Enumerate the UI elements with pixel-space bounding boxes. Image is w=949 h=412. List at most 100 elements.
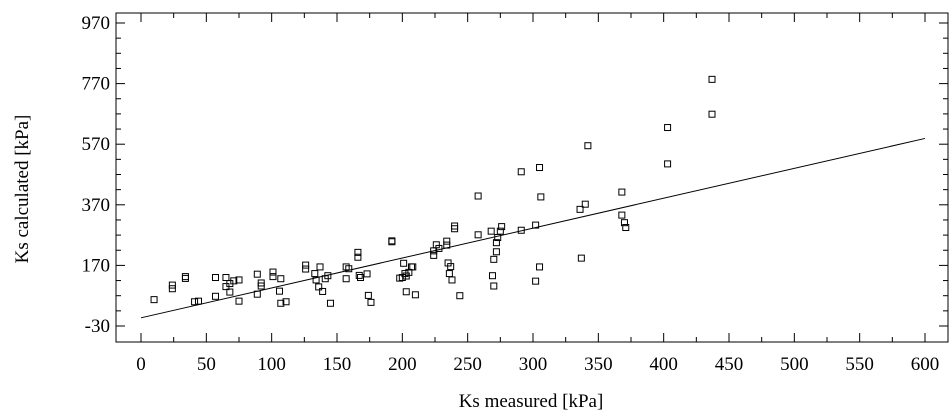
data-point bbox=[474, 231, 482, 239]
data-point bbox=[488, 272, 496, 280]
data-point bbox=[211, 292, 219, 300]
data-point bbox=[222, 274, 230, 282]
data-point bbox=[447, 263, 455, 271]
data-point bbox=[487, 227, 495, 235]
x-tick-label: 550 bbox=[845, 354, 874, 375]
data-point bbox=[311, 270, 319, 278]
data-point bbox=[664, 124, 672, 132]
data-point bbox=[536, 164, 544, 172]
data-point bbox=[354, 248, 362, 256]
data-point bbox=[316, 263, 324, 271]
data-point bbox=[532, 221, 540, 229]
y-tick-label: 770 bbox=[82, 74, 111, 95]
data-point bbox=[355, 271, 363, 279]
data-point bbox=[194, 297, 202, 305]
data-point bbox=[618, 211, 626, 219]
data-point bbox=[257, 282, 265, 290]
data-point bbox=[253, 270, 261, 278]
data-point bbox=[235, 276, 243, 284]
data-point bbox=[451, 222, 459, 230]
x-tick-label: 250 bbox=[453, 354, 482, 375]
data-point bbox=[443, 241, 451, 249]
x-tick-label: 150 bbox=[323, 354, 352, 375]
data-point bbox=[235, 297, 243, 305]
data-point bbox=[400, 259, 408, 267]
data-point bbox=[517, 168, 525, 176]
data-point bbox=[324, 272, 332, 280]
data-point bbox=[401, 270, 409, 278]
y-tick-label: -30 bbox=[85, 316, 110, 337]
data-points bbox=[150, 75, 716, 307]
data-point bbox=[620, 219, 628, 227]
data-point bbox=[577, 254, 585, 262]
data-point bbox=[282, 298, 290, 306]
data-point bbox=[474, 192, 482, 200]
data-point bbox=[319, 287, 327, 295]
data-point bbox=[168, 281, 176, 289]
data-point bbox=[345, 265, 353, 273]
data-point bbox=[409, 263, 417, 271]
data-point bbox=[664, 160, 672, 168]
data-point bbox=[253, 290, 261, 298]
data-point bbox=[443, 237, 451, 245]
y-axis: -30 170 370 570 770 970 bbox=[82, 13, 948, 337]
data-point bbox=[584, 142, 592, 150]
data-point bbox=[445, 270, 453, 278]
data-point bbox=[181, 274, 189, 282]
data-point bbox=[302, 261, 310, 269]
data-point bbox=[150, 296, 158, 304]
data-point bbox=[312, 276, 320, 284]
x-tick-label: 200 bbox=[388, 354, 417, 375]
data-point bbox=[622, 224, 630, 232]
data-point bbox=[618, 188, 626, 196]
data-point bbox=[230, 277, 238, 285]
data-point bbox=[411, 291, 419, 299]
data-point bbox=[708, 110, 716, 118]
data-point bbox=[326, 299, 334, 307]
x-tick-label: 300 bbox=[519, 354, 548, 375]
data-point bbox=[708, 75, 716, 83]
data-point bbox=[357, 274, 365, 282]
data-point bbox=[532, 277, 540, 285]
data-point bbox=[269, 268, 277, 276]
plot-border bbox=[115, 12, 949, 343]
data-point bbox=[269, 273, 277, 281]
x-tick-label: 100 bbox=[257, 354, 286, 375]
data-point bbox=[537, 193, 545, 201]
data-point bbox=[191, 298, 199, 306]
x-axis-label: Ks measured [kPa] bbox=[459, 391, 604, 412]
y-tick-label: 370 bbox=[82, 195, 111, 216]
data-point bbox=[498, 223, 506, 231]
data-point bbox=[581, 200, 589, 208]
data-point bbox=[302, 265, 310, 273]
data-point bbox=[517, 226, 525, 234]
data-point bbox=[354, 253, 362, 261]
x-axis: 0 50 100 150 200 250 300 350 400 450 500 550 600 bbox=[136, 13, 939, 375]
data-point bbox=[277, 299, 285, 307]
data-point bbox=[490, 255, 498, 263]
y-tick-label: 170 bbox=[82, 255, 111, 276]
x-tick-label: 500 bbox=[780, 354, 809, 375]
x-tick-label: 400 bbox=[649, 354, 678, 375]
data-point bbox=[211, 274, 219, 282]
data-point bbox=[364, 291, 372, 299]
data-point bbox=[435, 244, 443, 252]
data-point bbox=[492, 248, 500, 256]
data-point bbox=[181, 273, 189, 281]
data-point bbox=[576, 205, 584, 213]
y-tick-label: 570 bbox=[82, 134, 111, 155]
data-point bbox=[448, 276, 456, 284]
y-axis-label: Ks calculated [kPa] bbox=[12, 115, 33, 264]
x-tick-label: 350 bbox=[584, 354, 613, 375]
data-point bbox=[276, 287, 284, 295]
x-tick-label: 0 bbox=[136, 354, 146, 375]
x-tick-label: 600 bbox=[911, 354, 940, 375]
data-point bbox=[168, 285, 176, 293]
data-point bbox=[492, 239, 500, 247]
data-point bbox=[277, 275, 285, 283]
data-point bbox=[496, 227, 504, 235]
data-point bbox=[226, 288, 234, 296]
data-point bbox=[536, 263, 544, 271]
data-point bbox=[363, 270, 371, 278]
